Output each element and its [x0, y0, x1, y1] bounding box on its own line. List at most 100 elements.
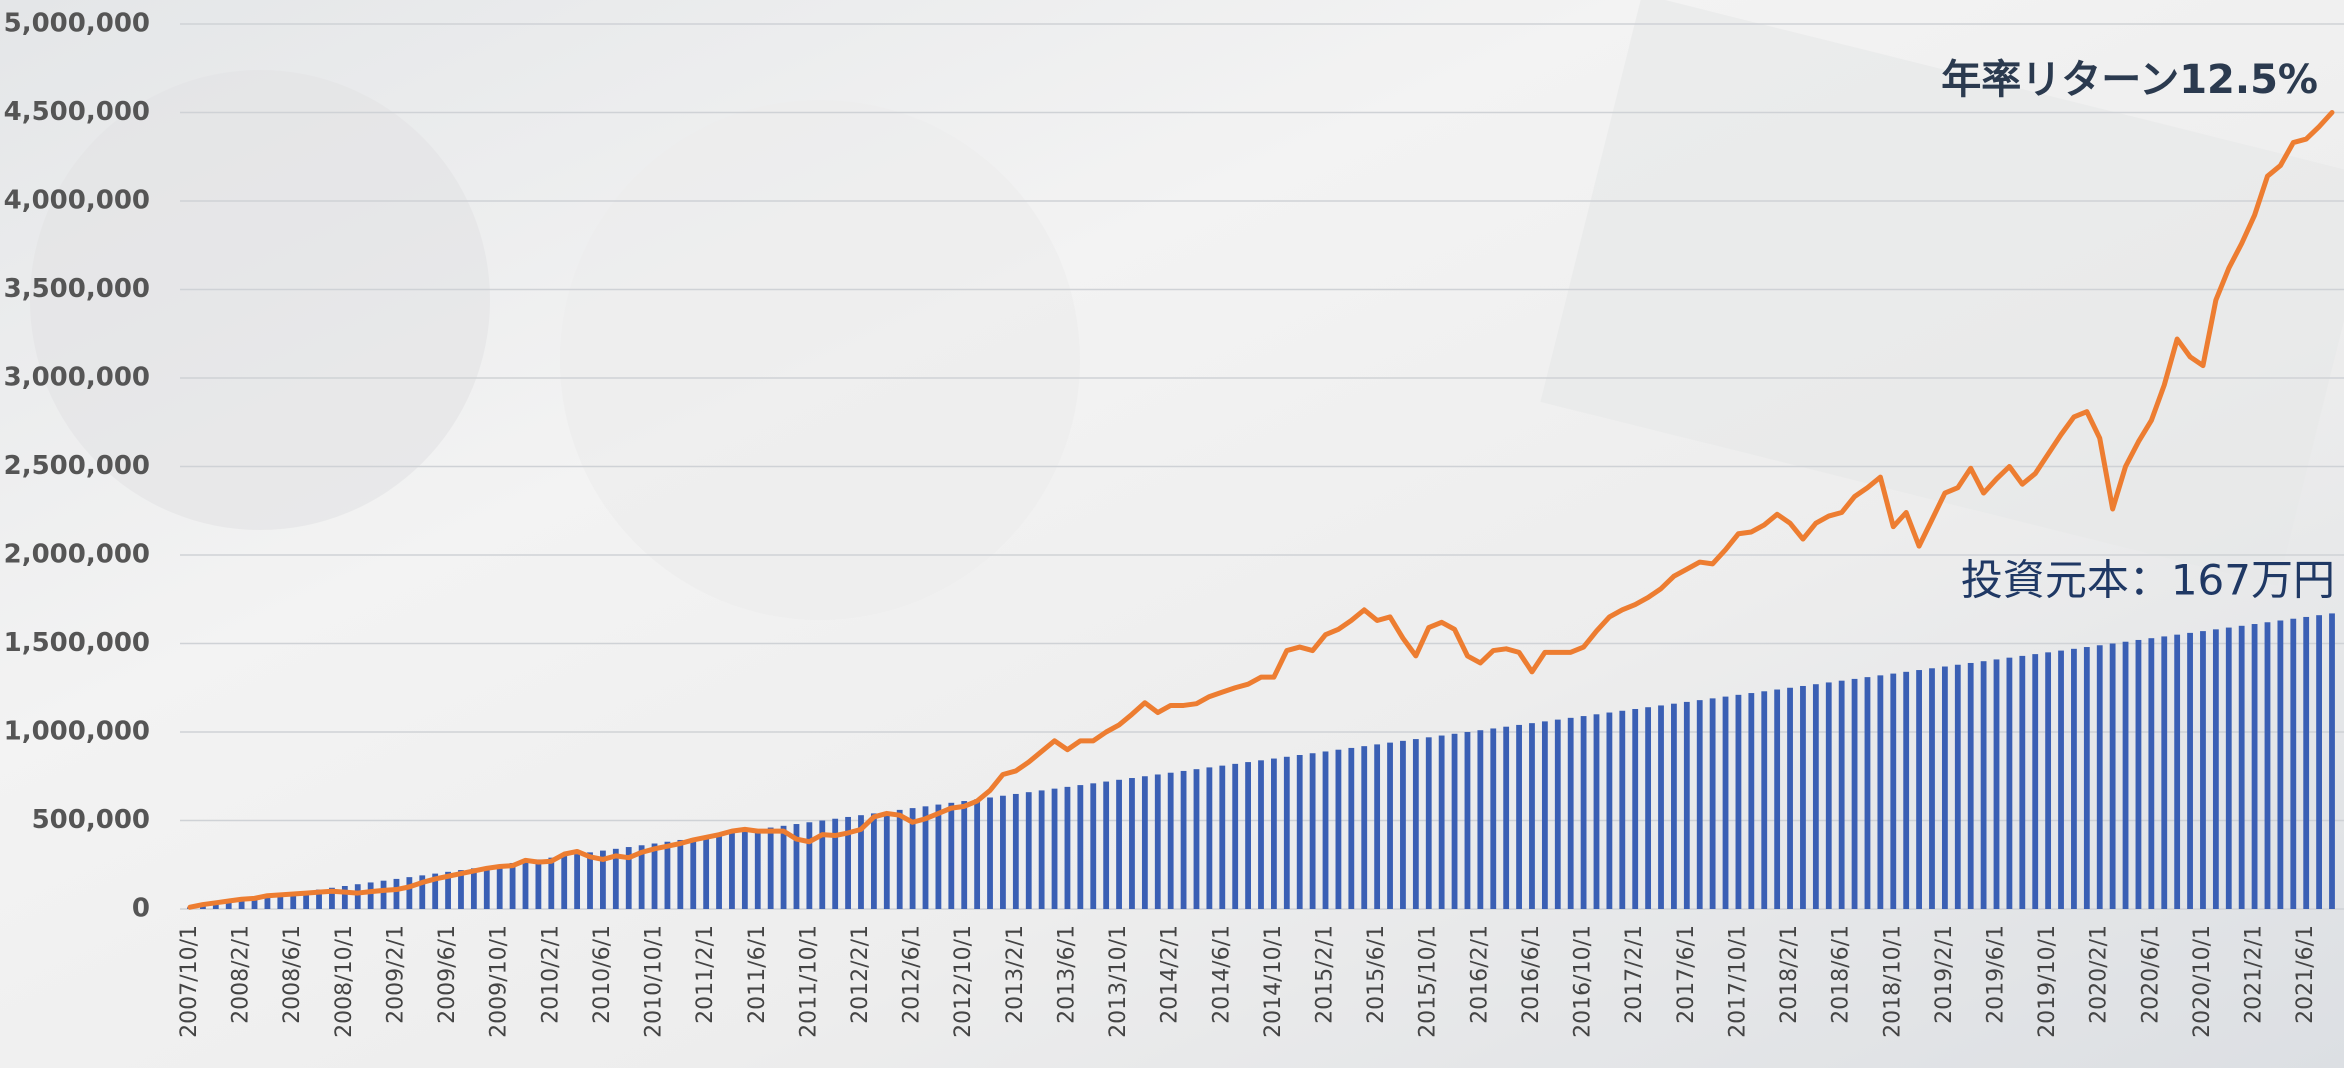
bar [2238, 625, 2245, 909]
x-tick-label: 2009/6/1 [435, 925, 460, 1024]
bar [458, 870, 464, 909]
bar [1980, 661, 1987, 909]
bar [341, 885, 348, 909]
bar [1916, 670, 1922, 909]
x-tick-label: 2011/10/1 [796, 925, 821, 1038]
x-tick-label: 2008/6/1 [280, 925, 305, 1024]
y-tick-label: 1,500,000 [4, 628, 150, 658]
bar [780, 825, 787, 909]
bar [858, 815, 864, 909]
bar [1090, 783, 1097, 909]
x-tick-label: 2010/10/1 [642, 925, 667, 1038]
bar [1077, 785, 1084, 909]
bar [1296, 755, 1303, 909]
bar [1258, 760, 1264, 909]
bar [1877, 675, 1884, 909]
bar [1554, 719, 1561, 909]
bar [1387, 742, 1393, 909]
bar [574, 854, 581, 909]
bar [393, 878, 400, 909]
bar [987, 797, 993, 909]
y-tick-label: 4,500,000 [4, 97, 150, 127]
bar [251, 898, 258, 909]
bar [2290, 618, 2297, 909]
bar [1348, 747, 1355, 909]
bar [741, 831, 748, 909]
bar [303, 891, 310, 909]
bar [445, 871, 451, 909]
bar [329, 887, 335, 909]
bar [1038, 790, 1045, 909]
bar [625, 847, 632, 909]
bar [2058, 650, 2064, 909]
bar [587, 852, 593, 909]
bar [2019, 655, 2026, 909]
bar [316, 889, 322, 909]
bar [522, 861, 529, 909]
x-tick-label: 2017/6/1 [1674, 925, 1699, 1024]
bar [729, 832, 735, 909]
x-tick-label: 2008/10/1 [332, 925, 357, 1038]
bar [1619, 710, 1626, 909]
bar [1167, 772, 1174, 909]
bar [2225, 627, 2232, 909]
bar [2109, 643, 2116, 909]
bar [2251, 624, 2258, 909]
bar [470, 868, 477, 909]
x-tick-label: 2015/6/1 [1364, 925, 1389, 1024]
bar [1787, 687, 1793, 909]
bar [935, 804, 942, 909]
bar [406, 877, 413, 909]
bar [1541, 721, 1548, 909]
bar [1967, 662, 1974, 909]
bar [1929, 668, 1935, 909]
x-tick-label: 2019/10/1 [2035, 925, 2060, 1038]
bar [1800, 685, 1806, 909]
bar [2045, 652, 2052, 909]
bar [2148, 638, 2155, 909]
bar [1606, 712, 1613, 909]
bar [1735, 694, 1742, 909]
bar [1580, 716, 1587, 909]
bar [974, 799, 981, 909]
bar [677, 839, 684, 909]
bar [1064, 786, 1071, 909]
bar [793, 824, 800, 909]
x-tick-label: 2016/2/1 [1467, 925, 1492, 1024]
y-tick-label: 4,000,000 [4, 186, 150, 216]
bar [1400, 740, 1406, 909]
bar [690, 838, 697, 909]
bar [2329, 613, 2335, 909]
y-tick-label: 500,000 [32, 805, 150, 835]
x-tick-label: 2021/6/1 [2293, 925, 2318, 1024]
x-tick-label: 2020/10/1 [2190, 925, 2215, 1038]
bar [2071, 648, 2077, 909]
bar [2161, 636, 2168, 909]
bar [2122, 641, 2129, 909]
bar [1219, 765, 1226, 909]
bar [1709, 698, 1716, 909]
bar [1206, 767, 1213, 909]
bar [883, 811, 890, 909]
bar [2200, 631, 2206, 909]
bar [896, 809, 903, 909]
bar [1116, 779, 1122, 909]
bar [1722, 696, 1729, 909]
bar [2277, 620, 2284, 909]
bar [1954, 664, 1961, 909]
bar [290, 893, 297, 909]
bar [638, 845, 645, 909]
bar [1658, 705, 1664, 909]
x-tick-label: 2015/10/1 [1416, 925, 1441, 1038]
y-tick-label: 3,000,000 [4, 363, 150, 393]
bar [2135, 639, 2142, 909]
bar [1000, 795, 1006, 909]
bar [1903, 671, 1910, 909]
bar [1309, 753, 1316, 909]
bar [664, 841, 671, 909]
bar [1180, 770, 1187, 909]
bar [716, 834, 722, 909]
bar [703, 836, 710, 909]
